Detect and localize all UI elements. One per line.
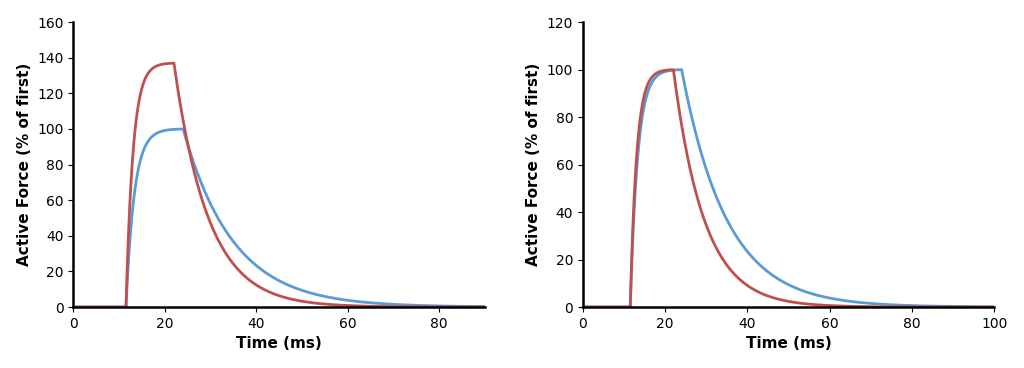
Y-axis label: Active Force (% of first): Active Force (% of first) — [16, 63, 32, 266]
X-axis label: Time (ms): Time (ms) — [745, 336, 831, 351]
X-axis label: Time (ms): Time (ms) — [237, 336, 322, 351]
Y-axis label: Active Force (% of first): Active Force (% of first) — [526, 63, 542, 266]
